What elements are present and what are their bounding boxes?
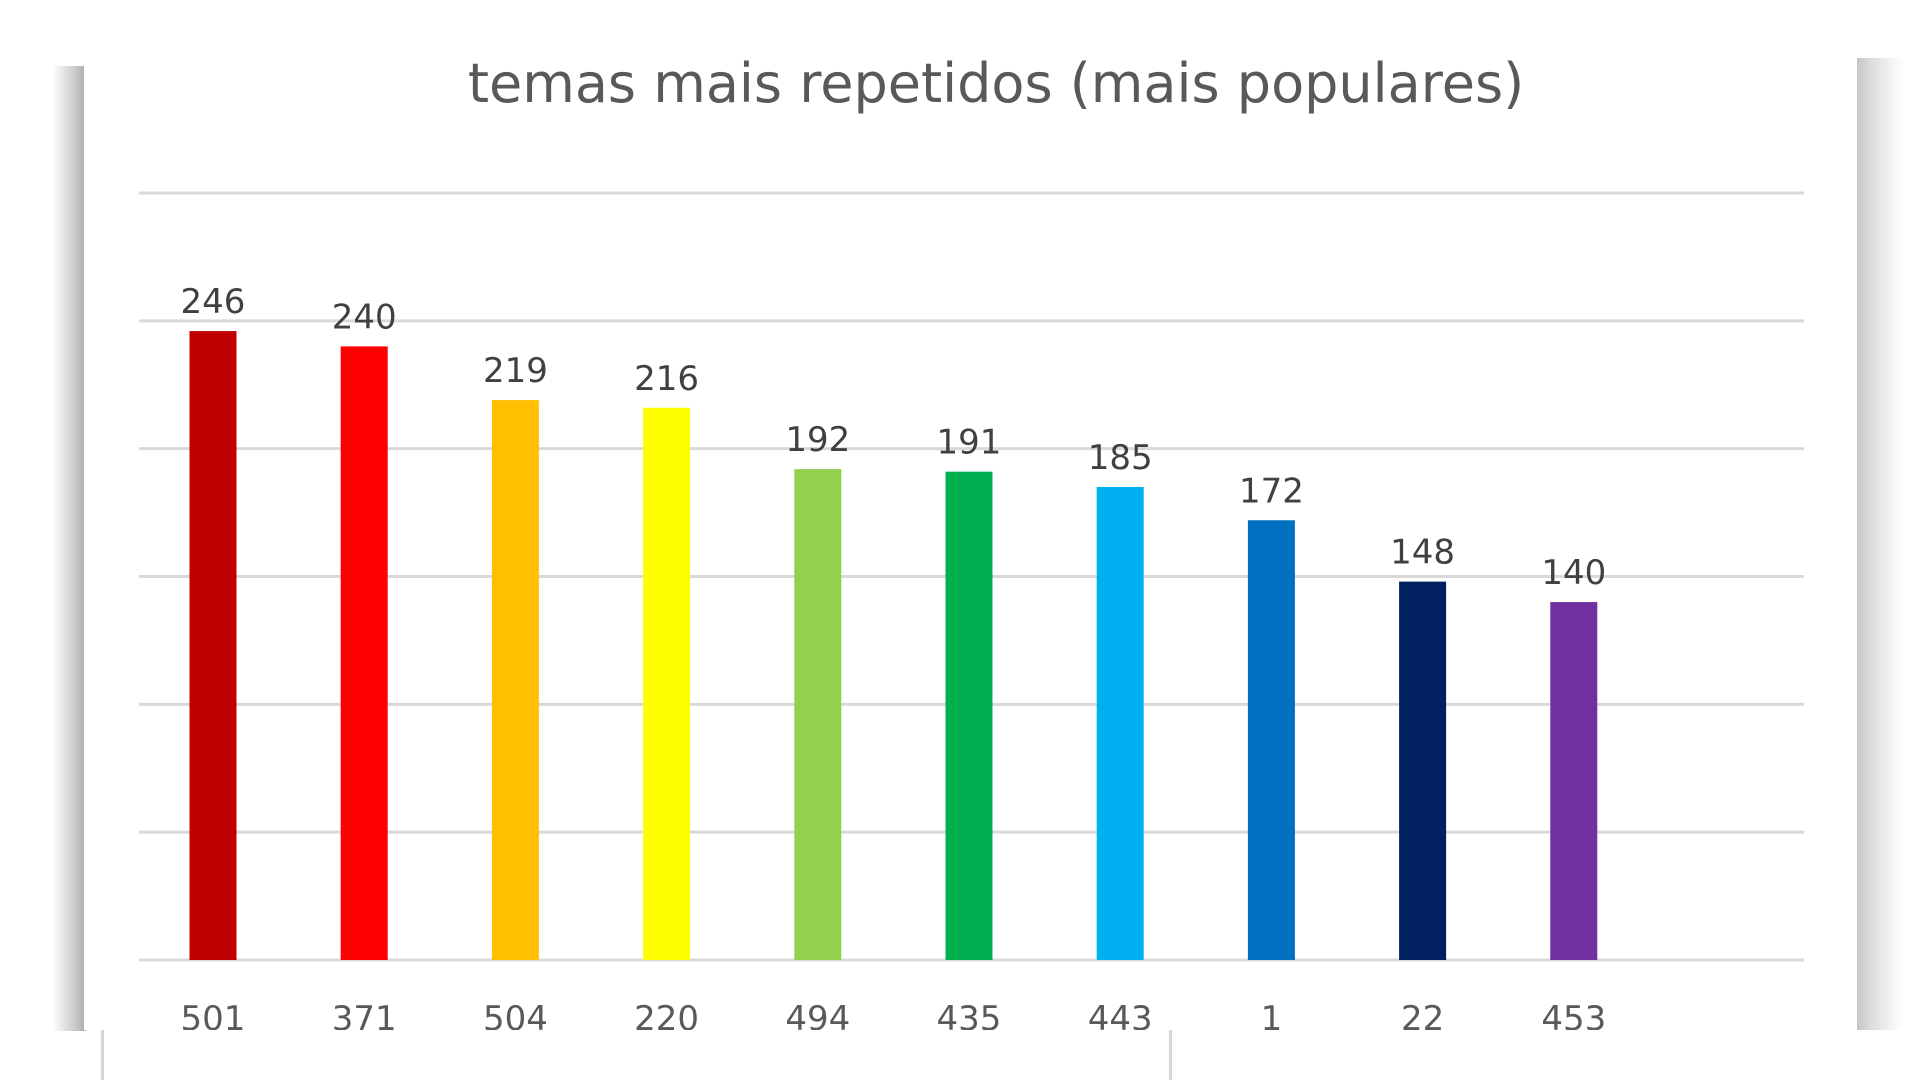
image-shadow-left (52, 66, 86, 1031)
bars (189, 331, 1598, 961)
cell-border-fragment (1169, 1030, 1172, 1080)
bar-501 (189, 331, 237, 960)
x-axis-ticks: 501 371 504 220 494 435 443 1 22 453 (181, 999, 1607, 1039)
x-tick-label-494: 494 (785, 999, 850, 1030)
bar-371 (340, 346, 388, 960)
data-label-504: 219 (483, 351, 548, 391)
bar-453 (1550, 602, 1598, 960)
x-tick-label-1: 1 (1261, 999, 1283, 1030)
x-tick-label-371: 371 (332, 999, 397, 1030)
bar-chart: temas mais repetidos (mais populares) 24… (139, 52, 1804, 1039)
bar-494 (794, 469, 842, 960)
chart-title: temas mais repetidos (mais populares) (468, 58, 1524, 115)
data-label-501: 246 (181, 282, 246, 322)
x-tick-label-501: 501 (181, 999, 246, 1030)
bar-435 (945, 471, 993, 960)
data-label-22: 148 (1390, 533, 1455, 573)
x-tick-label-22: 22 (1401, 999, 1444, 1030)
x-tick-label-453: 453 (1541, 999, 1606, 1030)
data-label-453: 140 (1541, 553, 1606, 593)
bar-443 (1096, 487, 1144, 960)
bar-22 (1399, 581, 1447, 960)
x-tick-label-435: 435 (937, 999, 1002, 1030)
data-label-435: 191 (937, 423, 1002, 463)
x-tick-label-443: 443 (1088, 999, 1153, 1030)
bar-220 (643, 407, 691, 960)
data-label-443: 185 (1088, 438, 1153, 478)
data-labels: 246 240 219 216 192 191 185 172 148 140 (181, 282, 1607, 593)
chart-card: temas mais repetidos (mais populares) 24… (84, 52, 1857, 1039)
data-label-1: 172 (1239, 471, 1304, 511)
data-label-494: 192 (785, 420, 850, 460)
data-label-220: 216 (634, 359, 699, 399)
bar-1 (1247, 520, 1295, 960)
bar-504 (491, 400, 539, 961)
data-label-371: 240 (332, 297, 397, 337)
x-tick-label-220: 220 (634, 999, 699, 1030)
x-tick-label-504: 504 (483, 999, 548, 1030)
cell-border-fragment (101, 1030, 104, 1080)
